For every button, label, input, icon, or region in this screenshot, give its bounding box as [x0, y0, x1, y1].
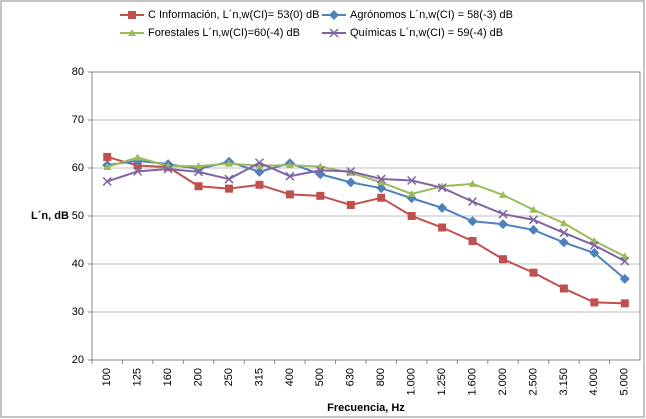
x-tick-label: 250	[223, 368, 235, 386]
data-point	[529, 205, 538, 213]
x-tick-label: 5.000	[619, 368, 631, 396]
y-tick-label: 70	[72, 114, 84, 126]
data-point	[103, 163, 112, 171]
x-tick-label: 630	[345, 368, 357, 386]
legend-marker	[329, 10, 339, 20]
data-point	[437, 202, 448, 213]
data-point	[163, 164, 173, 174]
data-point	[224, 174, 234, 184]
data-point	[377, 193, 386, 202]
legend-label: Forestales L´n,w(CI)=60(-4) dB	[148, 27, 300, 39]
x-tick-label: 2.000	[497, 368, 509, 396]
x-tick-label: 800	[375, 368, 387, 386]
data-point	[376, 183, 387, 194]
data-point	[407, 175, 417, 186]
data-point	[285, 161, 294, 169]
x-tick-label: 1.600	[466, 368, 478, 396]
legend-label: Agrónomos L´n,w(CI) = 58(-3) dB	[350, 9, 513, 21]
data-point	[285, 190, 294, 199]
data-point	[468, 236, 477, 245]
data-point	[559, 284, 568, 293]
data-point	[255, 161, 264, 169]
data-point	[103, 152, 112, 161]
series-line	[106, 156, 626, 258]
y-tick-label: 50	[72, 210, 84, 222]
y-tick-label: 80	[72, 66, 84, 78]
data-point	[468, 179, 477, 187]
data-point	[438, 223, 447, 232]
legend-marker	[329, 28, 339, 38]
data-point	[133, 153, 142, 161]
data-point	[254, 158, 264, 168]
data-point	[194, 167, 204, 177]
series-line	[107, 159, 626, 280]
data-point	[133, 166, 143, 176]
x-tick-label: 1.250	[436, 368, 448, 396]
data-point	[254, 166, 265, 177]
x-tick-label: 1.000	[406, 368, 418, 396]
data-point	[376, 174, 386, 184]
x-tick-label: 2.500	[527, 368, 539, 396]
y-axis-label: L´n, dB	[31, 210, 69, 222]
data-point	[316, 191, 325, 200]
data-point	[499, 255, 507, 264]
data-point	[590, 298, 599, 307]
data-point	[225, 184, 233, 193]
data-point	[345, 177, 356, 188]
data-point	[285, 171, 295, 181]
legend-label: C Información, L´n,w(CI)= 53(0) dB	[148, 9, 319, 21]
x-tick-label: 3.150	[558, 368, 570, 396]
data-point	[315, 165, 325, 175]
data-point	[499, 190, 507, 198]
x-tick-label: 4.000	[588, 368, 600, 396]
y-tick-label: 60	[72, 162, 84, 174]
x-tick-label: 125	[132, 368, 144, 386]
data-point	[194, 182, 203, 191]
data-point	[528, 215, 538, 225]
x-tick-label: 500	[314, 368, 326, 386]
data-point	[589, 247, 600, 258]
y-tick-label: 40	[72, 258, 84, 270]
legend-marker	[128, 29, 136, 36]
x-tick-label: 100	[101, 368, 113, 386]
data-point	[437, 183, 447, 193]
series-line	[106, 161, 626, 263]
data-point	[407, 189, 416, 197]
legend-label: Químicas L´n,w(CI) = 59(-4) dB	[350, 27, 503, 39]
data-point	[620, 299, 629, 308]
data-point	[528, 224, 539, 235]
data-point	[559, 219, 568, 227]
data-point	[407, 212, 416, 220]
data-point	[255, 180, 264, 189]
data-point	[468, 197, 478, 207]
x-tick-label: 160	[162, 368, 174, 386]
y-tick-label: 30	[72, 306, 84, 318]
data-point	[590, 236, 599, 244]
data-point	[558, 237, 569, 248]
data-point	[225, 159, 233, 167]
x-tick-label: 200	[192, 368, 204, 386]
x-tick-label: 315	[253, 368, 265, 386]
data-point	[467, 216, 478, 227]
data-point	[619, 273, 630, 284]
x-axis-label: Frecuencia, Hz	[327, 402, 405, 414]
data-point	[346, 166, 356, 176]
x-tick-label: 400	[284, 368, 296, 386]
data-point	[194, 162, 203, 170]
data-point	[498, 219, 508, 230]
data-point	[529, 268, 538, 277]
data-point	[346, 200, 355, 209]
y-tick-label: 20	[72, 354, 84, 366]
data-point	[620, 252, 629, 260]
data-point	[498, 209, 508, 219]
series-line	[106, 155, 625, 305]
data-point	[620, 256, 630, 266]
legend-marker	[128, 11, 136, 19]
data-point	[589, 240, 599, 250]
data-point	[377, 178, 386, 186]
data-point	[559, 228, 569, 238]
data-point	[102, 176, 112, 186]
